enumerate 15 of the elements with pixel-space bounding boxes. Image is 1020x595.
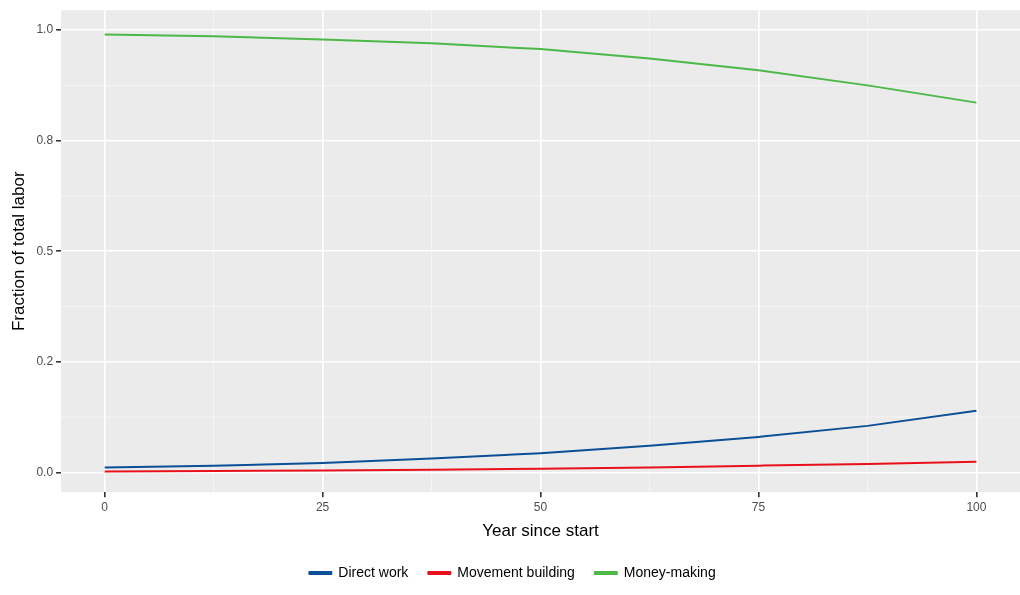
- y-tick-label: 0.5: [36, 243, 54, 258]
- y-tick-label: 0.2: [36, 354, 54, 369]
- x-tick-label: 25: [315, 499, 330, 514]
- legend-label: Money-making: [623, 563, 716, 580]
- legend-label: Direct work: [338, 563, 410, 580]
- x-tick-label: 0: [101, 499, 109, 514]
- legend-label: Movement building: [457, 563, 575, 580]
- y-tick-label: 0.8: [36, 132, 54, 147]
- y-tick-label: 1.0: [36, 22, 54, 37]
- x-tick-label: 75: [751, 499, 766, 514]
- y-axis-title: Fraction of total labor: [8, 171, 28, 332]
- x-tick-label: 50: [533, 499, 548, 514]
- x-axis-title: Year since start: [482, 521, 600, 541]
- x-tick-label: 100: [966, 499, 987, 514]
- y-tick-label: 0.0: [36, 464, 54, 479]
